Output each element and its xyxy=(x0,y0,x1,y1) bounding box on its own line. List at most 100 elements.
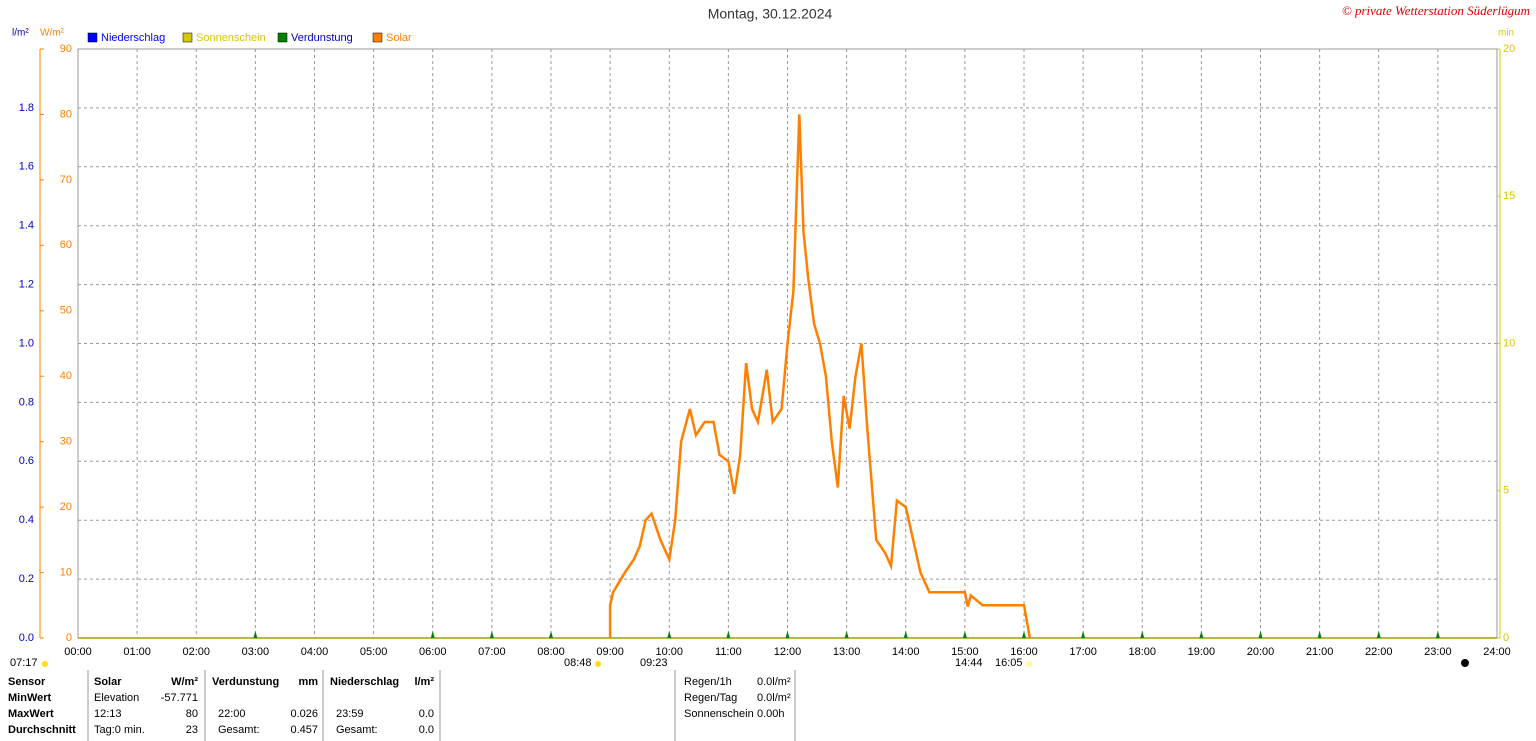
evaporation-marker xyxy=(1081,631,1086,638)
info-value: 0.0l/m² xyxy=(757,692,791,704)
legend-swatch xyxy=(182,32,193,43)
y2-axis-unit: W/m² xyxy=(40,28,65,39)
info-label: Regen/Tag xyxy=(684,692,737,704)
evaporation-marker xyxy=(253,631,258,638)
series-line xyxy=(608,114,1032,639)
stats-row-label: MinWert xyxy=(8,692,52,704)
evaporation-marker xyxy=(1317,631,1322,638)
legend-label: Niederschlag xyxy=(101,32,165,44)
x-tick-label: 00:00 xyxy=(64,646,92,658)
stats-cell: Gesamt: xyxy=(336,724,378,736)
sun-time-label: 09:23 xyxy=(640,657,668,669)
y-tick-label: 1.6 xyxy=(19,161,34,173)
x-tick-label: 11:00 xyxy=(715,646,742,658)
stats-value: 23 xyxy=(186,724,198,736)
y2-tick-label: 80 xyxy=(60,108,72,120)
evaporation-marker xyxy=(844,631,849,638)
x-tick-label: 14:00 xyxy=(892,646,920,658)
stats-value: 80 xyxy=(186,708,198,720)
stats-value: 0.026 xyxy=(290,708,318,720)
y2-tick-label: 20 xyxy=(60,501,72,513)
x-tick-label: 05:00 xyxy=(360,646,388,658)
sun-icon xyxy=(42,661,48,667)
moon-icon xyxy=(1461,659,1469,667)
legend-swatch xyxy=(87,32,98,43)
y3-tick-label: 20 xyxy=(1503,43,1515,55)
stats-header: Solar xyxy=(94,676,122,688)
stats-header: Niederschlag xyxy=(330,676,399,688)
evaporation-marker xyxy=(1199,631,1204,638)
sun-time-label: 16:05 xyxy=(995,657,1023,669)
evaporation-marker xyxy=(726,631,731,638)
copyright: © private Wetterstation Süderlügum xyxy=(1342,3,1530,18)
x-tick-label: 12:00 xyxy=(774,646,802,658)
y3-tick-label: 15 xyxy=(1503,190,1515,202)
x-tick-label: 07:00 xyxy=(478,646,506,658)
legend-label: Solar xyxy=(386,32,412,44)
stats-cell: Elevation xyxy=(94,692,139,704)
y-tick-label: 0.6 xyxy=(19,455,34,467)
stats-cell: Gesamt: xyxy=(218,724,260,736)
stats-row-label: MaxWert xyxy=(8,708,54,720)
legend-label: Sonnenschein xyxy=(196,32,266,44)
evaporation-marker xyxy=(1140,631,1145,638)
evaporation-marker xyxy=(549,631,553,638)
sun-icon xyxy=(1026,661,1032,667)
stats-value: -57.771 xyxy=(161,692,198,704)
x-tick-label: 06:00 xyxy=(419,646,447,658)
info-label: Sonnenschein xyxy=(684,708,754,720)
x-tick-label: 03:00 xyxy=(242,646,270,658)
x-tick-label: 21:00 xyxy=(1306,646,1334,658)
y2-tick-label: 60 xyxy=(60,239,72,251)
y2-tick-label: 10 xyxy=(60,566,72,578)
stats-value: 0.0 xyxy=(419,708,434,720)
evaporation-marker xyxy=(1258,631,1263,638)
stats-cell: 22:00 xyxy=(218,708,246,720)
y2-tick-label: 30 xyxy=(60,436,72,448)
info-value: 0.0l/m² xyxy=(757,676,791,688)
stats-unit: l/m² xyxy=(414,676,434,688)
y3-axis-unit: min xyxy=(1498,28,1514,39)
x-tick-label: 13:00 xyxy=(833,646,861,658)
evaporation-marker xyxy=(785,631,790,638)
x-tick-label: 18:00 xyxy=(1128,646,1156,658)
x-tick-label: 02:00 xyxy=(182,646,210,658)
stats-row-label: Durchschnitt xyxy=(8,724,76,736)
x-tick-label: 20:00 xyxy=(1247,646,1275,658)
y-tick-label: 0.0 xyxy=(19,632,34,644)
evaporation-marker xyxy=(667,631,672,638)
y-tick-label: 1.8 xyxy=(19,102,34,114)
y3-tick-label: 5 xyxy=(1503,485,1509,497)
evaporation-marker xyxy=(962,631,967,638)
info-value: 0.00h xyxy=(757,708,785,720)
y2-tick-label: 70 xyxy=(60,174,72,186)
info-label: Regen/1h xyxy=(684,676,732,688)
evaporation-marker xyxy=(1435,631,1440,638)
stats-row-label: Sensor xyxy=(8,676,46,688)
sun-time-label: 14:44 xyxy=(955,657,983,669)
x-tick-label: 08:00 xyxy=(537,646,565,658)
y2-tick-label: 40 xyxy=(60,370,72,382)
x-tick-label: 22:00 xyxy=(1365,646,1393,658)
x-tick-label: 04:00 xyxy=(301,646,329,658)
evaporation-marker xyxy=(1376,631,1381,638)
y-tick-label: 0.4 xyxy=(19,514,34,526)
evaporation-marker xyxy=(903,631,908,638)
x-tick-label: 09:00 xyxy=(596,646,624,658)
legend-swatch xyxy=(372,32,383,43)
y-axis-unit: l/m² xyxy=(12,28,29,39)
legend-label: Verdunstung xyxy=(291,32,353,44)
evaporation-marker xyxy=(430,631,435,638)
y3-tick-label: 10 xyxy=(1503,337,1515,349)
sun-time-label: 07:17 xyxy=(10,657,38,669)
stats-unit: W/m² xyxy=(171,676,198,688)
stats-table xyxy=(87,670,796,741)
stats-value: 0.0 xyxy=(419,724,434,736)
y2-tick-label: 0 xyxy=(66,632,72,644)
y-tick-label: 1.0 xyxy=(19,337,34,349)
y-tick-label: 1.2 xyxy=(19,279,34,291)
y-tick-label: 1.4 xyxy=(19,220,34,232)
stats-cell: 12:13 xyxy=(94,708,122,720)
evaporation-marker xyxy=(1022,631,1026,638)
